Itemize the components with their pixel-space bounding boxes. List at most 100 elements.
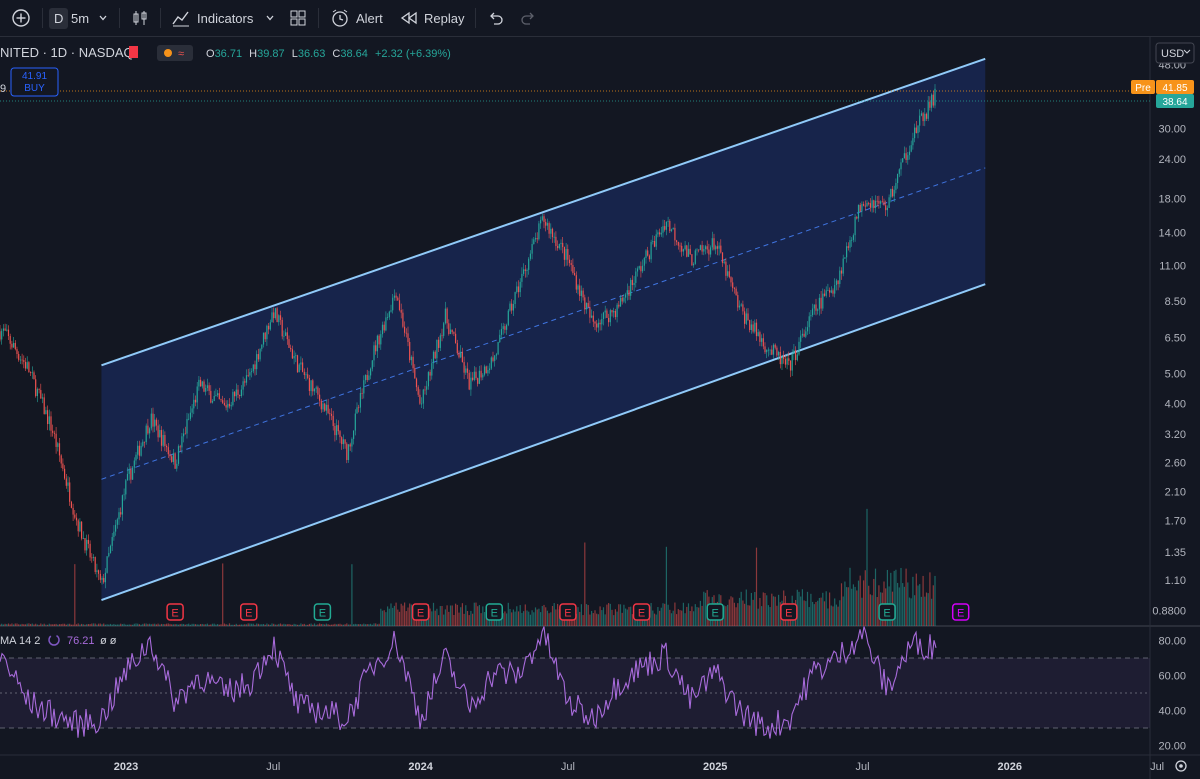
- volume-bar: [483, 612, 486, 626]
- interval-5m-button[interactable]: 5m: [71, 0, 89, 36]
- volume-bar: [922, 575, 924, 626]
- candle-body: [259, 348, 261, 360]
- candle-body: [79, 521, 81, 532]
- rsi-axis-tick: 60.00: [1158, 671, 1186, 683]
- volume-bar: [506, 613, 508, 626]
- interval-dropdown[interactable]: [98, 0, 108, 36]
- candle-body: [655, 234, 657, 247]
- volume-bar: [279, 623, 282, 626]
- candle-body: [461, 351, 463, 363]
- candles-icon: [133, 11, 147, 25]
- candle-body: [708, 249, 710, 255]
- price-axis[interactable]: 48.0030.0024.0018.0014.0011.008.506.505.…: [1152, 59, 1186, 617]
- volume-bar: [322, 623, 324, 626]
- layout-button[interactable]: [288, 0, 308, 36]
- interval-d-label: D: [49, 7, 69, 29]
- earnings-marker-label: E: [319, 608, 326, 620]
- candle-body: [262, 332, 265, 345]
- candle-body: [803, 333, 805, 337]
- alert-button[interactable]: Alert: [330, 0, 383, 36]
- rsi-axis[interactable]: 80.00 60.00 40.00 20.00: [1158, 636, 1186, 753]
- candle-body: [196, 386, 198, 403]
- volume-bar: [704, 592, 707, 626]
- sentiment-badge: [157, 45, 193, 61]
- chart-type-button[interactable]: [130, 0, 150, 36]
- volume-bar: [398, 611, 401, 626]
- toolbar-divider: [318, 8, 319, 28]
- pre-market-tag: Pre 41.85: [1131, 80, 1194, 94]
- candle-body: [286, 332, 288, 340]
- candle-body: [72, 507, 74, 515]
- interval-5m-label: 5m: [71, 10, 90, 26]
- volume-bar: [890, 572, 892, 626]
- rsi-legend[interactable]: MA 14 2 76.21 ø ø: [0, 634, 117, 647]
- candle-body: [558, 244, 560, 249]
- time-axis[interactable]: 2023 Jul 2024 Jul 2025 Jul 2026 Jul: [114, 761, 1164, 773]
- pre-label: Pre: [1135, 83, 1151, 94]
- replay-icon: [400, 11, 417, 25]
- volume-bar: [665, 546, 667, 626]
- volume-bar: [108, 624, 110, 626]
- indicators-dropdown[interactable]: [265, 0, 275, 36]
- volume-bar: [4, 623, 6, 626]
- volume-bar: [800, 596, 802, 626]
- chart-settings-button[interactable]: [1175, 760, 1187, 772]
- volume-bar: [395, 602, 397, 626]
- volume-bar: [657, 607, 659, 626]
- volume-bar: [361, 624, 363, 626]
- volume-bar: [400, 603, 402, 626]
- candle-body: [429, 372, 431, 376]
- candle-body: [424, 389, 426, 391]
- candle-body: [786, 358, 788, 365]
- candle-body: [103, 577, 105, 583]
- layout-grid-icon: [290, 10, 306, 26]
- buy-button-frame: [10, 67, 59, 97]
- volume-bar: [380, 608, 382, 626]
- undo-button[interactable]: [486, 0, 504, 36]
- candle-body: [874, 200, 877, 209]
- volume-bar: [237, 624, 239, 626]
- earnings-marker-label: E: [245, 608, 252, 620]
- candle-body: [215, 395, 217, 396]
- buy-label: BUY: [24, 83, 45, 94]
- candle-body: [347, 444, 350, 460]
- candle-body: [883, 201, 885, 206]
- interval-d-button[interactable]: D: [49, 0, 69, 36]
- candle-body: [415, 378, 418, 388]
- candle-body: [878, 200, 880, 204]
- candle-body: [636, 268, 639, 272]
- currency-selector[interactable]: USD: [1155, 42, 1195, 64]
- volume-bar: [9, 624, 11, 626]
- volume-bar: [444, 609, 446, 626]
- candle-body: [449, 329, 452, 334]
- volume-bar: [798, 591, 800, 626]
- candle-body: [514, 292, 516, 305]
- volume-bar: [19, 624, 21, 626]
- symbol-legend[interactable]: NITED · 1D · NASDAQ ≈ O36.71 H39.87 L36.…: [0, 45, 451, 95]
- candle-body: [645, 250, 647, 258]
- replay-button[interactable]: Replay: [400, 0, 464, 36]
- buy-button[interactable]: 41.91 BUY: [10, 67, 59, 97]
- volume-bar: [905, 568, 907, 626]
- regression-channel[interactable]: [101, 57, 986, 601]
- indicators-button[interactable]: Indicators: [171, 0, 253, 36]
- volume-bar: [609, 603, 611, 626]
- volume-bar: [368, 624, 370, 626]
- redo-button[interactable]: [520, 0, 538, 36]
- candle-body: [322, 403, 324, 410]
- volume-bar: [347, 624, 350, 626]
- candle-body: [208, 385, 210, 391]
- candle-body: [555, 236, 557, 246]
- candle-body: [200, 379, 202, 387]
- candle-body: [745, 313, 747, 324]
- add-symbol-button[interactable]: [10, 0, 32, 36]
- volume-bar: [443, 614, 445, 626]
- volume-bar: [239, 624, 241, 626]
- volume-bar: [815, 601, 817, 626]
- volume-bar: [325, 623, 327, 626]
- volume-bar: [312, 624, 314, 626]
- volume-bar: [840, 583, 843, 626]
- volume-bar: [662, 603, 664, 626]
